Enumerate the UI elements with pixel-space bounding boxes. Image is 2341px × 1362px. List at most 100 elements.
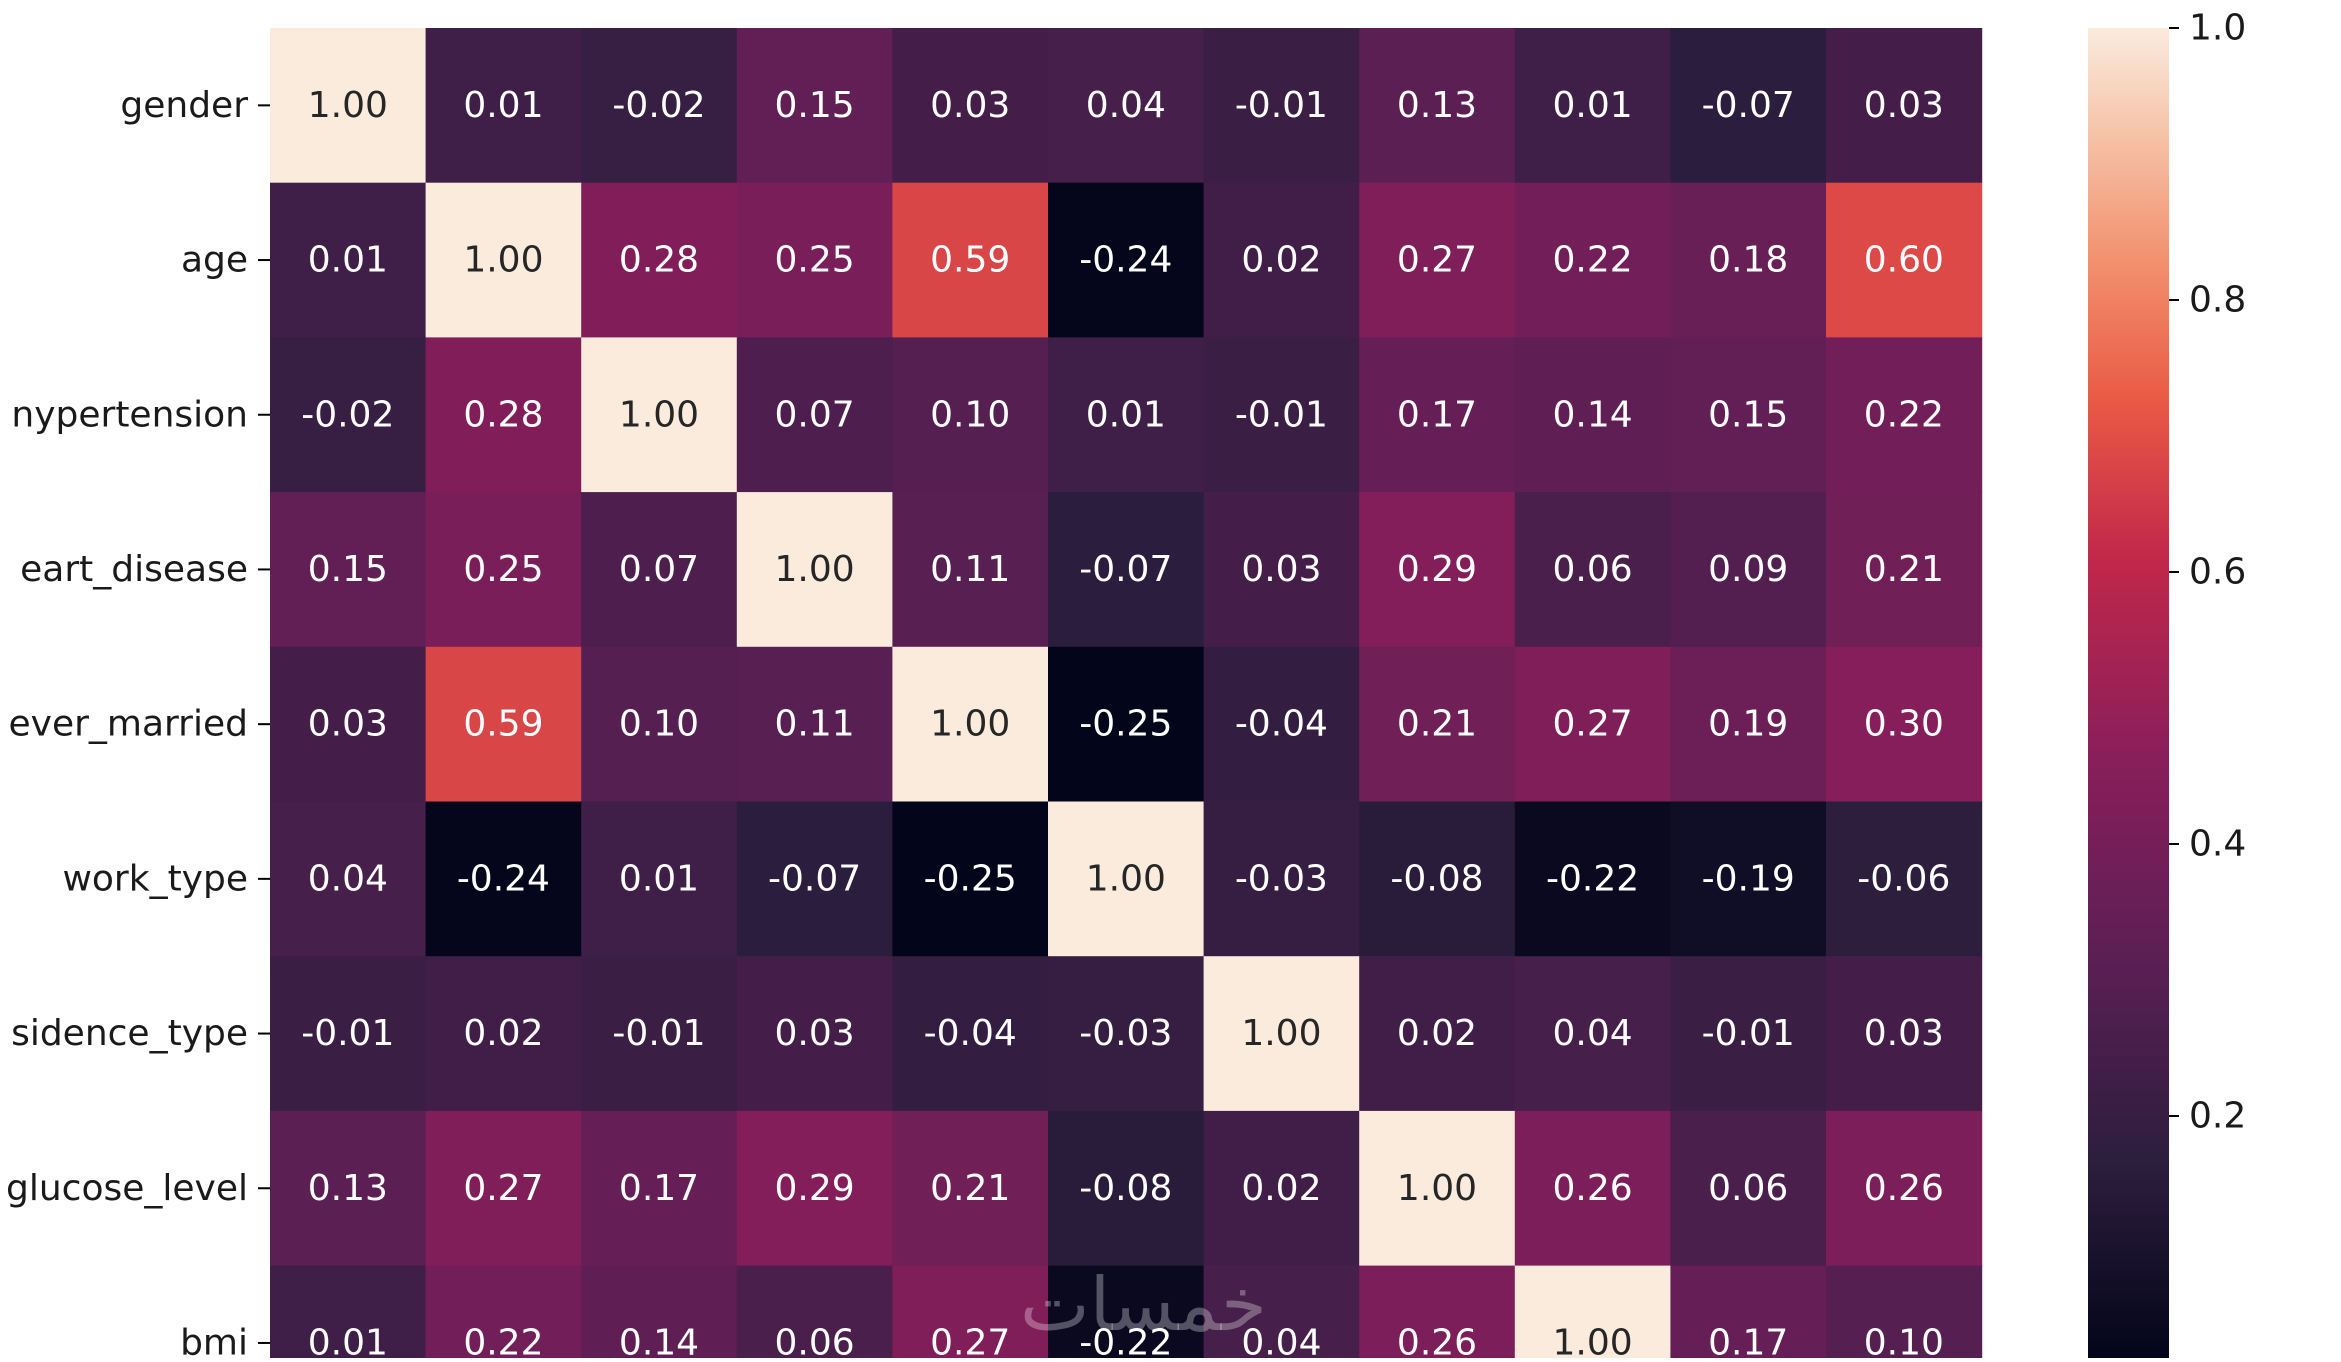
heatmap-cell-r0-c7 [1359,28,1516,184]
cell-value-label-r1-c8: 0.22 [1553,240,1633,281]
heatmap-cell-r4-c3 [736,646,893,803]
heatmap-cell-r5-c1 [425,801,582,957]
cell-value-label-r1-c0: 0.01 [308,240,388,281]
row-label-5: work_type [62,858,248,899]
cell-value-label-r6-c3: 0.03 [775,1013,855,1054]
cell-value-label-r2-c9: 0.15 [1708,394,1788,435]
heatmap-cell-r3-c2 [581,492,738,648]
heatmap-cell-r7-c7 [1359,1110,1516,1267]
cell-value-label-r0-c5: 0.04 [1086,85,1166,126]
heatmap-cell-r7-c1 [425,1110,582,1267]
cell-value-label-r7-c10: 0.26 [1864,1168,1944,1209]
heatmap-cell-r4-c2 [581,646,738,803]
cell-value-label-r0-c3: 0.15 [775,85,855,126]
cell-value-label-r1-c4: 0.59 [930,240,1010,281]
row-label-2: nypertension [11,394,248,435]
cell-value-label-r6-c6: 1.00 [1241,1013,1321,1054]
cell-value-label-r4-c5: -0.25 [1079,704,1172,745]
cell-value-label-r1-c7: 0.27 [1397,240,1477,281]
cell-value-label-r2-c3: 0.07 [775,394,855,435]
cell-value-label-r5-c9: -0.19 [1702,858,1795,899]
heatmap-cell-r2-c10 [1826,337,1983,493]
heatmap-cell-r4-c5 [1048,646,1205,803]
cell-value-label-r0-c1: 0.01 [463,85,543,126]
cell-value-label-r6-c4: -0.04 [924,1013,1017,1054]
heatmap-cell-r6-c8 [1514,956,1671,1112]
cell-value-label-r6-c1: 0.02 [463,1013,543,1054]
colorbar-tick-label-3: 0.8 [2189,280,2246,321]
cell-value-label-r0-c7: 0.13 [1397,85,1477,126]
heatmap-cell-r2-c7 [1359,337,1516,493]
cell-value-label-r8-c0: 0.01 [308,1322,388,1358]
heatmap-cell-r8-c1 [425,1265,582,1362]
cell-value-label-r2-c7: 0.17 [1397,394,1477,435]
cell-value-label-r3-c9: 0.09 [1708,549,1788,590]
heatmap-cell-r0-c9 [1670,28,1827,184]
heatmap-cell-r5-c3 [736,801,893,957]
heatmap-cell-r4-c4 [892,646,1049,803]
cell-value-label-r7-c8: 0.26 [1553,1168,1633,1209]
heatmap-cell-r0-c3 [736,28,893,184]
cell-value-label-r8-c6: 0.04 [1241,1322,1321,1358]
heatmap-cell-r6-c3 [736,956,893,1112]
cell-value-label-r5-c10: -0.06 [1857,858,1950,899]
heatmap-cell-r6-c4 [892,956,1049,1112]
cell-value-label-r2-c8: 0.14 [1553,394,1633,435]
cell-value-label-r8-c9: 0.17 [1708,1322,1788,1358]
heatmap-cell-r8-c10 [1826,1265,1983,1362]
cell-value-label-r2-c2: 1.00 [619,394,699,435]
cell-value-label-r8-c10: 0.10 [1864,1322,1944,1358]
heatmap-cell-r7-c6 [1203,1110,1360,1267]
cell-value-label-r3-c1: 0.25 [463,549,543,590]
cell-value-label-r1-c6: 0.02 [1241,240,1321,281]
heatmap-cell-r0-c4 [892,28,1049,184]
heatmap-cell-r1-c8 [1514,182,1671,338]
cell-value-label-r3-c5: -0.07 [1079,549,1172,590]
heatmap-cell-r2-c5 [1048,337,1205,493]
heatmap-cell-r2-c2 [581,337,738,493]
cell-value-label-r3-c7: 0.29 [1397,549,1477,590]
heatmap-cell-r1-c4 [892,182,1049,338]
cell-value-label-r1-c2: 0.28 [619,240,699,281]
cell-value-label-r7-c4: 0.21 [930,1168,1010,1209]
heatmap-cell-r4-c8 [1514,646,1671,803]
heatmap-cell-r4-c10 [1826,646,1983,803]
heatmap-cell-r7-c0 [270,1110,427,1267]
cell-value-label-r2-c4: 0.10 [930,394,1010,435]
heatmap-cell-r1-c7 [1359,182,1516,338]
cell-value-label-r5-c4: -0.25 [924,858,1017,899]
cell-value-label-r6-c0: -0.01 [301,1013,394,1054]
heatmap-cell-r1-c3 [736,182,893,338]
cell-value-label-r7-c3: 0.29 [775,1168,855,1209]
heatmap-cell-r6-c10 [1826,956,1983,1112]
heatmap-cell-r2-c1 [425,337,582,493]
heatmap-cell-r5-c9 [1670,801,1827,957]
heatmap-cell-r1-c2 [581,182,738,338]
cell-value-label-r5-c0: 0.04 [308,858,388,899]
heatmap-cell-r5-c10 [1826,801,1983,957]
heatmap-cell-r8-c7 [1359,1265,1516,1362]
cell-value-label-r3-c3: 1.00 [775,549,855,590]
cell-value-label-r3-c10: 0.21 [1864,549,1944,590]
cell-value-label-r8-c4: 0.27 [930,1322,1010,1358]
cell-value-label-r3-c6: 0.03 [1241,549,1321,590]
heatmap-cell-r4-c9 [1670,646,1827,803]
cell-value-label-r6-c2: -0.01 [612,1013,705,1054]
row-label-4: ever_married [8,704,248,745]
cell-value-label-r5-c8: -0.22 [1546,858,1639,899]
heatmap-cell-r3-c4 [892,492,1049,648]
heatmap-cell-r8-c6 [1203,1265,1360,1362]
cell-value-label-r2-c6: -0.01 [1235,394,1328,435]
heatmap-cell-r7-c8 [1514,1110,1671,1267]
heatmap-cell-r1-c10 [1826,182,1983,338]
cell-value-label-r4-c9: 0.19 [1708,704,1788,745]
cell-value-label-r8-c5: -0.22 [1079,1322,1172,1358]
heatmap-cell-r3-c9 [1670,492,1827,648]
cell-value-label-r4-c10: 0.30 [1864,704,1944,745]
heatmap-cell-r5-c0 [270,801,427,957]
row-label-1: age [181,240,248,281]
cell-value-label-r3-c4: 0.11 [930,549,1010,590]
cell-value-label-r7-c2: 0.17 [619,1168,699,1209]
